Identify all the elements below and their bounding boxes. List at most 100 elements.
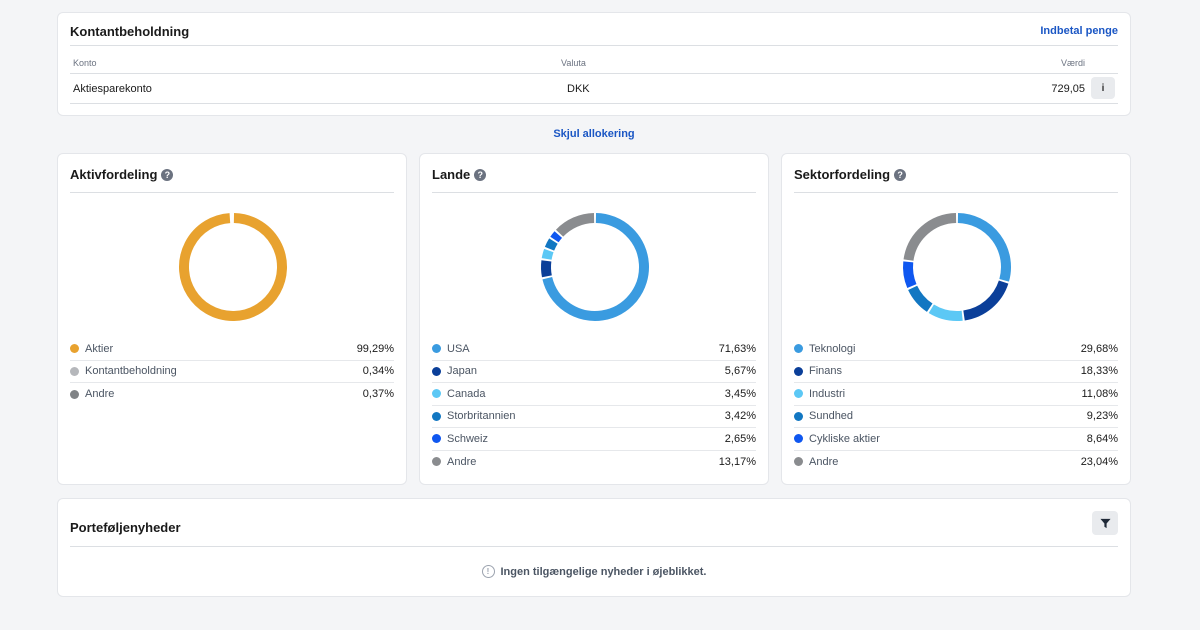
legend-value: 11,08% <box>1081 387 1119 400</box>
legend-value: 0,37% <box>362 388 394 401</box>
legend-color-dot <box>794 366 803 376</box>
legend-item-teknologi: Teknologi 29,68% <box>794 338 1118 361</box>
legend-label: Andre <box>85 388 115 401</box>
divider <box>794 192 1118 193</box>
legend-value: 29,68% <box>1080 342 1118 355</box>
donut-slice-industri <box>928 304 963 321</box>
countries-title: Lande <box>432 167 471 182</box>
legend-color-dot <box>794 389 803 399</box>
legend-label: Canada <box>447 387 486 400</box>
countries-donut-chart <box>541 213 649 321</box>
legend-color-dot <box>70 366 79 376</box>
donut-slice-finans <box>963 280 1009 321</box>
legend-color-dot <box>432 411 441 421</box>
cash-holdings-title: Kontantbeholdning <box>70 24 190 39</box>
donut-slice-aktier <box>179 213 287 321</box>
legend-value: 3,45% <box>724 387 756 400</box>
legend-label: USA <box>447 342 470 355</box>
legend-label: Andre <box>809 455 839 468</box>
donut-slice-canada <box>541 248 554 260</box>
legend-item-aktier: Aktier 99,29% <box>70 338 394 361</box>
legend-value: 13,17% <box>718 455 756 468</box>
account-currency: DKK <box>567 83 590 95</box>
legend-color-dot <box>70 389 79 399</box>
donut-slice-japan <box>541 260 552 278</box>
legend-label: Aktier <box>85 342 114 355</box>
legend-label: Andre <box>447 455 477 468</box>
legend-value: 9,23% <box>1086 410 1118 423</box>
legend-item-canada: Canada 3,45% <box>432 383 756 406</box>
legend-color-dot <box>70 344 79 354</box>
divider <box>70 103 1118 104</box>
legend-color-dot <box>794 434 803 444</box>
legend-value: 5,67% <box>724 365 756 378</box>
divider <box>70 192 394 193</box>
legend-item-kontantbeholdning: Kontantbeholdning 0,34% <box>70 361 394 383</box>
legend-item-usa: USA 71,63% <box>432 338 756 361</box>
cash-holdings-card: Kontantbeholdning Indbetal penge Konto V… <box>57 12 1131 116</box>
account-value: 729,05 <box>1051 83 1085 95</box>
hide-allocation-toggle[interactable]: Skjul allokering <box>553 128 635 140</box>
legend-value: 3,42% <box>724 410 756 423</box>
portfolio-news-title: Porteføljenyheder <box>70 520 181 535</box>
legend-item-andre: Andre 13,17% <box>432 451 756 474</box>
legend-label: Teknologi <box>809 342 856 355</box>
legend-label: Storbritannien <box>447 410 516 423</box>
donut-slice-andre <box>903 213 957 261</box>
help-icon[interactable]: ? <box>474 168 487 181</box>
divider <box>70 546 1118 547</box>
legend-label: Japan <box>447 365 477 378</box>
account-name: Aktiesparekonto <box>73 83 152 95</box>
help-icon[interactable]: ? <box>894 168 907 181</box>
donut-slice-storbritannien <box>544 238 558 251</box>
deposit-money-link[interactable]: Indbetal penge <box>1040 25 1118 37</box>
divider <box>70 45 1118 46</box>
legend-label: Cykliske aktier <box>809 432 880 445</box>
filter-icon <box>1099 518 1111 528</box>
legend-value: 18,33% <box>1080 365 1118 378</box>
legend-item-andre: Andre 0,37% <box>70 383 394 406</box>
legend-item-finans: Finans 18,33% <box>794 361 1118 383</box>
legend-color-dot <box>432 434 441 444</box>
legend-value: 23,04% <box>1080 455 1118 468</box>
legend-item-japan: Japan 5,67% <box>432 361 756 383</box>
filter-button[interactable] <box>1092 511 1118 535</box>
asset-allocation-card: Aktivfordeling ? Aktier 99,29% Kontantbeho… <box>57 153 407 485</box>
legend-item-cykliske-aktier: Cykliske aktier 8,64% <box>794 428 1118 451</box>
legend-value: 71,63% <box>718 342 756 355</box>
sector-legend: Teknologi 29,68% Finans 18,33% Industri 11,08… <box>794 338 1118 473</box>
legend-color-dot <box>432 366 441 376</box>
donut-slice-andre <box>555 213 595 237</box>
legend-label: Industri <box>809 387 846 400</box>
sector-allocation-card: Sektorfordeling ? Teknologi 29,68% Finans 1… <box>781 153 1131 485</box>
countries-allocation-card: Lande ? USA 71,63% Japan 5,67% Canada 3,45% St… <box>419 153 769 485</box>
legend-value: 99,29% <box>356 342 394 355</box>
help-icon[interactable]: ? <box>161 168 174 181</box>
portfolio-news-card: Porteføljenyheder ! Ingen tilgængelige n… <box>57 498 1131 597</box>
legend-color-dot <box>794 457 803 467</box>
legend-color-dot <box>794 344 803 354</box>
legend-item-industri: Industri 11,08% <box>794 383 1118 406</box>
donut-slice-teknologi <box>957 213 1011 282</box>
column-header-account: Konto <box>73 58 97 68</box>
countries-legend: USA 71,63% Japan 5,67% Canada 3,45% Storbritan… <box>432 338 756 473</box>
sector-allocation-title: Sektorfordeling <box>794 167 891 182</box>
donut-slice-usa <box>542 213 649 321</box>
donut-slice-sundhed <box>908 285 933 312</box>
legend-color-dot <box>432 344 441 354</box>
legend-label: Finans <box>809 365 843 378</box>
legend-item-schweiz: Schweiz 2,65% <box>432 428 756 451</box>
info-button[interactable]: i <box>1091 77 1115 99</box>
sector-donut-chart <box>903 213 1011 321</box>
legend-value: 2,65% <box>724 432 756 445</box>
asset-allocation-donut-chart <box>179 213 287 321</box>
column-header-currency: Valuta <box>561 58 586 68</box>
legend-item-andre: Andre 23,04% <box>794 451 1118 474</box>
legend-value: 8,64% <box>1086 432 1118 445</box>
donut-slice-schweiz <box>550 231 563 243</box>
legend-color-dot <box>794 411 803 421</box>
legend-item-storbritannien: Storbritannien 3,42% <box>432 406 756 428</box>
column-header-value: Værdi <box>1060 58 1085 68</box>
asset-allocation-title: Aktivfordeling <box>70 167 158 182</box>
legend-label: Kontantbeholdning <box>85 365 177 378</box>
